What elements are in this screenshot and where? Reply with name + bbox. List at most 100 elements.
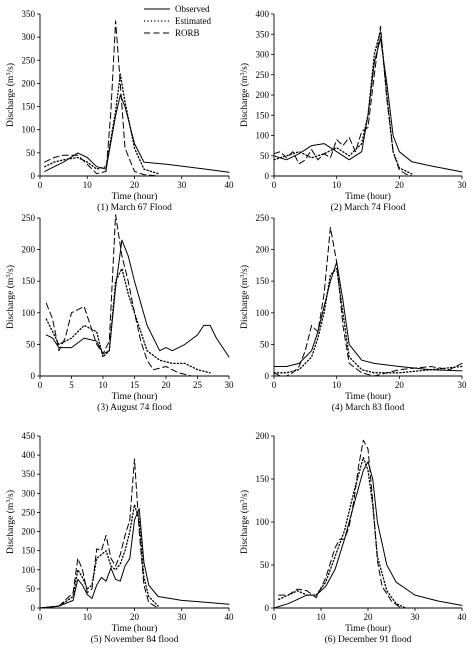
series-line-estimated: [45, 267, 211, 374]
x-axis-label: Time (hour): [345, 391, 391, 402]
x-tick-label: 30: [458, 380, 468, 390]
y-tick-label: 100: [256, 308, 270, 318]
series-line-observed: [39, 508, 230, 609]
x-tick-label: 40: [225, 612, 235, 622]
chart-panel-4: 0 50 100 150 200 250 0 10 20 30 Time (hour)(4) Mar…: [239, 213, 467, 413]
y-tick-label: 50: [26, 339, 36, 349]
y-tick-label: 200: [22, 78, 36, 88]
series-line-rorb: [273, 227, 463, 377]
y-tick-label: 100: [22, 565, 36, 575]
chart-panel-5: 0 50 100 150 200 250 300 350 400 450 0 10 20 30 40 Time…: [5, 431, 234, 645]
x-tick-label: 10: [332, 180, 342, 190]
series-line-rorb: [44, 20, 159, 177]
y-tick-label: 50: [26, 584, 36, 594]
x-tick-label: 30: [177, 180, 187, 190]
y-tick-label: 0: [265, 171, 270, 181]
y-axis-label: Discharge (m3/s): [239, 63, 250, 127]
series-line-estimated: [39, 504, 159, 609]
y-tick-label: 200: [256, 245, 270, 255]
y-tick-label: 400: [256, 9, 270, 19]
y-tick-label: 350: [22, 9, 36, 19]
y-tick-label: 0: [265, 603, 270, 613]
x-tick-label: 0: [272, 380, 277, 390]
y-tick-label: 350: [22, 469, 36, 479]
y-tick-label: 350: [256, 29, 270, 39]
x-tick-label: 10: [332, 380, 342, 390]
x-tick-label: 20: [162, 380, 172, 390]
series-line-observed: [45, 239, 230, 358]
x-tick-label: 40: [458, 612, 468, 622]
chart-caption: (4) March 83 flood: [332, 402, 405, 413]
y-tick-label: 50: [260, 560, 270, 570]
chart-caption: (3) August 74 flood: [97, 402, 172, 413]
x-tick-label: 10: [99, 380, 109, 390]
series-line-estimated: [273, 29, 413, 175]
x-tick-label: 20: [130, 612, 140, 622]
x-tick-label: 20: [130, 180, 140, 190]
legend-label: Estimated: [175, 16, 211, 26]
x-tick-label: 40: [225, 180, 235, 190]
y-tick-label: 450: [22, 431, 36, 441]
x-tick-label: 30: [458, 180, 468, 190]
y-tick-label: 0: [31, 171, 36, 181]
y-tick-label: 100: [256, 131, 270, 141]
y-tick-label: 250: [256, 213, 270, 223]
chart-panel-3: 0 50 100 150 200 250 0 5 10 15 20 25 30 Time (hour)(3…: [5, 213, 234, 413]
chart-caption: (1) March 67 Flood: [97, 202, 172, 213]
x-tick-label: 10: [83, 612, 93, 622]
y-tick-label: 0: [31, 371, 36, 381]
x-tick-label: 5: [69, 380, 74, 390]
series-line-observed: [273, 37, 463, 173]
x-tick-label: 0: [38, 380, 43, 390]
series-line-observed: [273, 261, 463, 372]
y-tick-label: 100: [256, 517, 270, 527]
x-tick-label: 0: [38, 180, 43, 190]
x-axis-label: Time (hour): [112, 623, 158, 634]
x-tick-label: 30: [411, 612, 421, 622]
y-tick-label: 0: [31, 603, 36, 613]
x-tick-label: 10: [83, 180, 93, 190]
legend-label: RORB: [175, 28, 200, 38]
y-axis-label: Discharge (m3/s): [5, 265, 16, 329]
chart-caption: (5) November 84 flood: [91, 634, 179, 645]
x-axis-label: Time (hour): [112, 391, 158, 402]
x-tick-label: 30: [225, 380, 235, 390]
chart-caption: (6) December 91 flood: [325, 634, 412, 645]
x-tick-label: 20: [395, 380, 405, 390]
legend-label: Observed: [175, 4, 210, 14]
x-tick-label: 20: [364, 612, 374, 622]
series-line-rorb: [273, 25, 413, 177]
y-tick-label: 250: [22, 507, 36, 517]
series-line-rorb: [45, 214, 192, 377]
y-axis-label: Discharge (m3/s): [5, 63, 16, 127]
chart-caption: (2) March 74 Flood: [331, 202, 406, 213]
x-tick-label: 0: [272, 180, 277, 190]
x-tick-label: 25: [193, 380, 203, 390]
y-tick-label: 250: [22, 213, 36, 223]
y-axis-label: Discharge (m3/s): [239, 490, 250, 554]
y-tick-label: 300: [22, 488, 36, 498]
y-tick-label: 150: [22, 276, 36, 286]
x-axis-label: Time (hour): [345, 191, 391, 202]
series-line-estimated: [44, 73, 159, 175]
y-tick-label: 200: [22, 245, 36, 255]
y-tick-label: 300: [256, 50, 270, 60]
y-tick-label: 200: [256, 90, 270, 100]
y-axis-label: Discharge (m3/s): [5, 490, 16, 554]
x-axis-label: Time (hour): [345, 623, 391, 634]
y-tick-label: 200: [256, 431, 270, 441]
series-line-estimated: [273, 267, 463, 374]
y-tick-label: 100: [22, 308, 36, 318]
x-tick-label: 0: [38, 612, 43, 622]
y-tick-label: 150: [22, 102, 36, 112]
y-axis-label: Discharge (m3/s): [239, 265, 250, 329]
legend: Observed Estimated RORB: [144, 4, 211, 38]
series-line-rorb: [278, 439, 402, 609]
y-tick-label: 150: [256, 276, 270, 286]
y-tick-label: 400: [22, 450, 36, 460]
y-tick-label: 150: [256, 474, 270, 484]
x-axis-label: Time (hour): [112, 191, 158, 202]
chart-panel-6: 0 50 100 150 200 0 10 20 30 40 Time (hour)(6) Dece…: [239, 431, 467, 645]
chart-panel-2: 0 50 100 150 200 250 300 350 400 0 10 20 30 Time (hou…: [239, 9, 467, 213]
